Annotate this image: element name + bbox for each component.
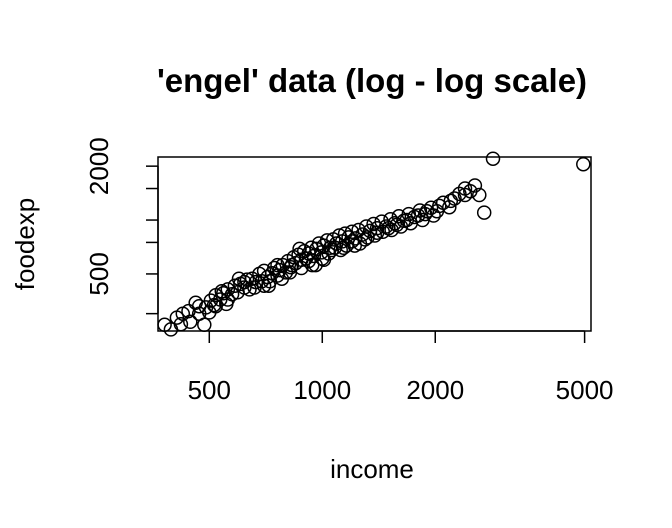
data-point (208, 298, 223, 314)
data-point (270, 257, 285, 273)
data-point (384, 222, 399, 238)
data-point (256, 278, 272, 293)
y-axis: 500 2000 (84, 137, 159, 315)
data-point (191, 298, 207, 314)
data-point (324, 242, 340, 258)
x-axis-label: income (330, 454, 414, 484)
data-point (360, 230, 375, 245)
data-point (294, 260, 309, 276)
data-point (447, 191, 462, 206)
data-point (452, 186, 467, 202)
data-point (347, 238, 362, 253)
y-axis-label: foodexp (10, 198, 40, 291)
data-point (476, 205, 492, 220)
data-point (442, 199, 457, 215)
data-point (314, 245, 329, 260)
data-point (410, 208, 426, 223)
data-point (472, 187, 487, 203)
data-point (348, 231, 363, 246)
data-point (239, 272, 255, 287)
data-point (237, 274, 252, 290)
data-point (336, 240, 351, 256)
data-point (327, 240, 343, 256)
x-axis: 500 1000 2000 5000 (188, 330, 614, 405)
data-point (485, 151, 501, 166)
x-tick-label: 1000 (293, 375, 351, 405)
data-point (292, 241, 307, 257)
y-tick-label: 2000 (84, 137, 114, 195)
data-point (183, 314, 198, 330)
data-point (381, 220, 396, 236)
data-point (284, 257, 300, 273)
data-point (419, 203, 435, 219)
data-point (344, 224, 360, 240)
data-point (576, 156, 591, 172)
data-point (304, 257, 320, 273)
data-point (214, 284, 230, 299)
x-tick-label: 2000 (406, 375, 464, 405)
data-point (197, 317, 212, 333)
x-tick-label: 5000 (556, 375, 614, 405)
data-point (248, 274, 264, 290)
data-point (220, 282, 236, 297)
data-point (457, 187, 473, 203)
data-point (306, 248, 322, 264)
data-point (357, 232, 373, 247)
chart-title: 'engel' data (log - log scale) (157, 62, 587, 99)
y-tick-label: 500 (84, 252, 114, 295)
data-point (261, 278, 276, 293)
data-point (467, 178, 483, 193)
data-point (443, 193, 459, 209)
point-layer (157, 151, 591, 337)
data-point (316, 252, 332, 268)
data-point (391, 209, 407, 224)
data-point (367, 228, 383, 243)
data-point (173, 316, 189, 332)
x-tick-label: 500 (188, 375, 231, 405)
